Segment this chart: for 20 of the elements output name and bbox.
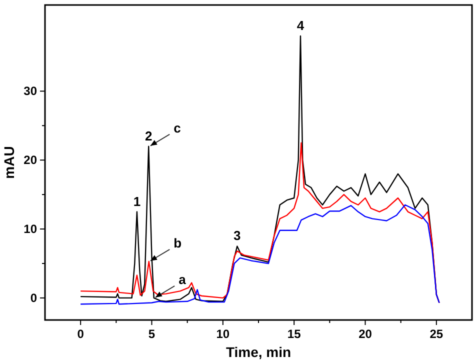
annotation: 4 [296, 18, 305, 34]
annotation: c [174, 120, 181, 136]
y-tick-label: 30 [24, 84, 38, 98]
y-tick-label: 0 [30, 290, 38, 305]
x-tick-label: 20 [358, 327, 372, 341]
x-tick-label: 5 [148, 327, 156, 341]
annotation: 1 [133, 194, 141, 209]
x-axis-title: Time, min [226, 344, 292, 360]
annotation: 2 [145, 128, 152, 144]
x-tick-label: 25 [430, 327, 444, 341]
annotation: 3 [234, 228, 241, 244]
y-tick-label: 20 [24, 153, 38, 168]
y-axis-title: mAU [1, 146, 17, 179]
x-tick-label: 0 [77, 327, 84, 341]
x-tick-label: 10 [216, 327, 230, 341]
line-series [80, 204, 440, 305]
annotation: a [178, 272, 187, 287]
annotation: b [174, 235, 182, 250]
y-tick-label: 10 [24, 222, 38, 236]
x-tick-label: 15 [287, 327, 302, 341]
